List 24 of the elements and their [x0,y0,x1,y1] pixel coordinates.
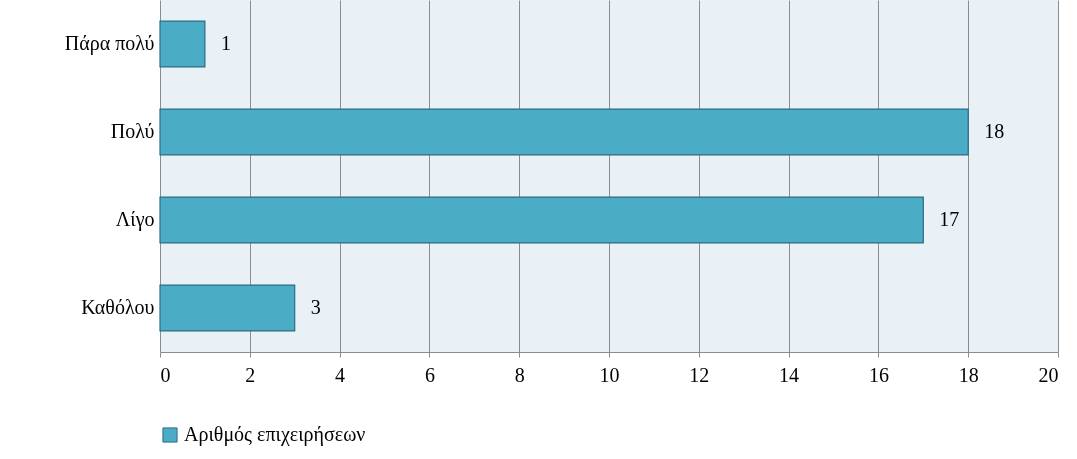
legend-label: Αριθμός επιχειρήσεων [184,423,366,446]
y-tick-label: Λίγο [115,208,155,231]
x-tick-label: 0 [160,363,171,386]
y-tick-label: Καθόλου [81,296,155,318]
data-label: 3 [310,296,321,318]
x-tick-label: 8 [514,363,525,386]
x-tick-label: 6 [424,363,435,386]
x-tick-label: 2 [245,363,256,386]
x-tick-label: 10 [599,363,620,386]
x-tick-label: 16 [868,363,889,386]
x-tick-label: 20 [1038,363,1059,386]
bar [159,108,969,156]
y-tick-label: Πολύ [110,120,155,142]
data-label: 17 [939,208,960,230]
x-tick-label: 4 [335,363,346,386]
data-label: 18 [984,120,1005,142]
bar [159,20,206,68]
x-tick-label: 12 [689,363,710,386]
data-label: 1 [220,32,231,54]
bar [159,284,296,332]
x-tick-label: 18 [958,363,979,386]
y-tick-label: Πάρα πολύ [64,32,155,55]
bar [159,196,924,244]
x-tick-label: 14 [779,363,800,386]
